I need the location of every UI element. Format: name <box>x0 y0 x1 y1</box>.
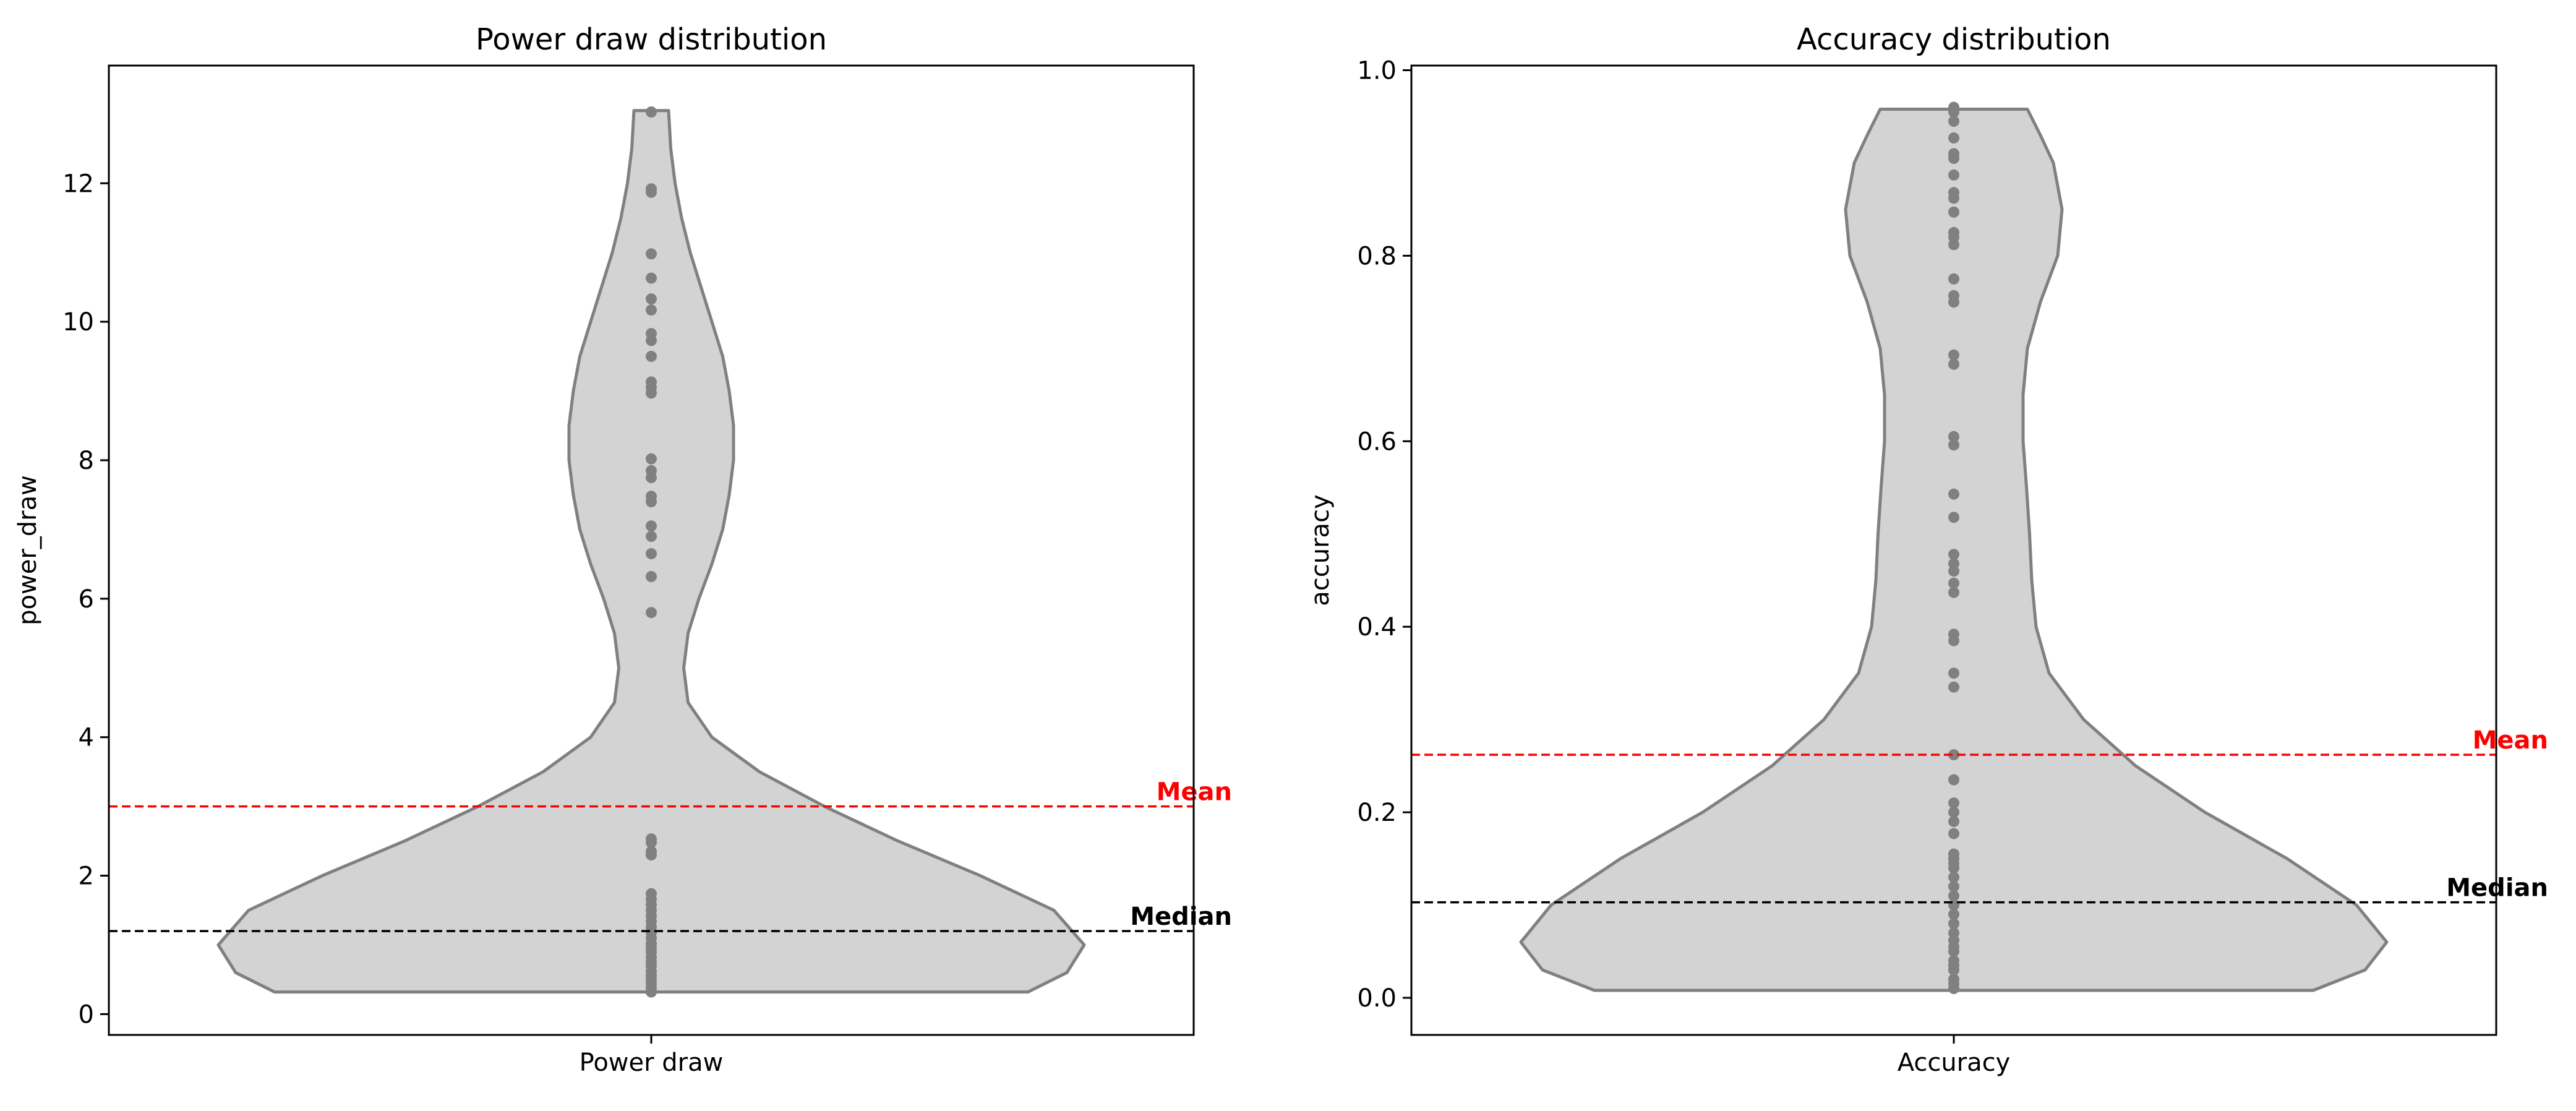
data-point <box>646 607 657 619</box>
data-point <box>1948 848 1959 860</box>
data-point <box>1948 488 1959 500</box>
data-point <box>1948 349 1959 361</box>
data-point <box>1948 828 1959 839</box>
data-point <box>646 248 657 260</box>
data-point <box>1948 955 1959 966</box>
median-label: Median <box>2446 874 2548 903</box>
data-point <box>1948 206 1959 218</box>
data-point <box>1948 881 1959 893</box>
data-point <box>1948 909 1959 920</box>
data-point <box>1948 290 1959 301</box>
data-point <box>1948 187 1959 199</box>
data-point <box>1948 577 1959 589</box>
data-point <box>646 328 657 340</box>
data-point <box>1948 116 1959 127</box>
y-tick-label: 1.0 <box>1357 56 1397 85</box>
x-tick-label: Power draw <box>580 1049 724 1077</box>
data-points <box>1948 101 1959 994</box>
median-label: Median <box>1130 903 1232 931</box>
y-tick-label: 2 <box>79 862 94 891</box>
data-point <box>646 531 657 543</box>
y-tick-label: 12 <box>62 169 94 198</box>
data-point <box>1948 628 1959 640</box>
data-point <box>1948 439 1959 451</box>
chart-title: Power draw distribution <box>476 22 827 57</box>
data-point <box>1948 273 1959 285</box>
data-point <box>646 304 657 316</box>
data-point <box>646 520 657 532</box>
data-point <box>1948 807 1959 818</box>
data-point <box>646 491 657 502</box>
data-point <box>1948 918 1959 930</box>
data-point <box>1948 169 1959 181</box>
data-point <box>1948 774 1959 786</box>
data-point <box>1948 226 1959 238</box>
data-point <box>1948 101 1959 113</box>
data-point <box>1948 431 1959 442</box>
data-point <box>1948 681 1959 693</box>
y-tick-label: 10 <box>62 308 94 337</box>
data-point <box>1948 148 1959 160</box>
y-tick-label: 0.0 <box>1357 984 1397 1013</box>
data-point <box>646 293 657 305</box>
y-tick-label: 4 <box>79 724 94 752</box>
data-point <box>646 106 657 118</box>
data-point <box>1948 927 1959 939</box>
data-point <box>646 376 657 388</box>
y-tick-label: 8 <box>79 447 94 475</box>
y-tick-label: 0.6 <box>1357 427 1397 456</box>
data-point <box>1948 558 1959 570</box>
data-point <box>646 183 657 195</box>
y-tick-label: 0.2 <box>1357 799 1397 827</box>
data-point <box>646 548 657 560</box>
data-point <box>646 453 657 465</box>
y-axis-label: accuracy <box>1306 494 1335 606</box>
data-point <box>646 833 657 845</box>
data-point <box>1948 872 1959 883</box>
y-axis-label: power_draw <box>14 475 42 625</box>
data-point <box>646 465 657 476</box>
chart-2: Mean Median 0.0 0.2 0.4 0.6 0.8 1.0 Accuracy Accu… <box>1306 22 2548 1077</box>
data-point <box>1948 797 1959 809</box>
y-tick-label: 0.8 <box>1357 242 1397 270</box>
data-point <box>1948 132 1959 144</box>
data-point <box>1948 586 1959 598</box>
data-point <box>646 272 657 284</box>
data-points <box>646 106 657 998</box>
y-tick-label: 0.4 <box>1357 613 1397 641</box>
data-point <box>1948 749 1959 761</box>
data-point <box>1948 358 1959 370</box>
y-tick-label: 0 <box>79 1000 94 1029</box>
chart-title: Accuracy distribution <box>1797 22 2111 57</box>
data-point <box>1948 512 1959 523</box>
data-point <box>1948 890 1959 902</box>
data-point <box>1948 974 1959 985</box>
data-point <box>646 351 657 362</box>
data-point <box>1948 549 1959 560</box>
data-point <box>646 888 657 899</box>
mean-label: Mean <box>2473 726 2548 755</box>
data-point <box>1948 816 1959 828</box>
y-tick-label: 6 <box>79 585 94 614</box>
data-point <box>1948 667 1959 679</box>
data-point <box>646 571 657 582</box>
data-point <box>646 846 657 857</box>
x-tick-label: Accuracy <box>1898 1049 2011 1077</box>
